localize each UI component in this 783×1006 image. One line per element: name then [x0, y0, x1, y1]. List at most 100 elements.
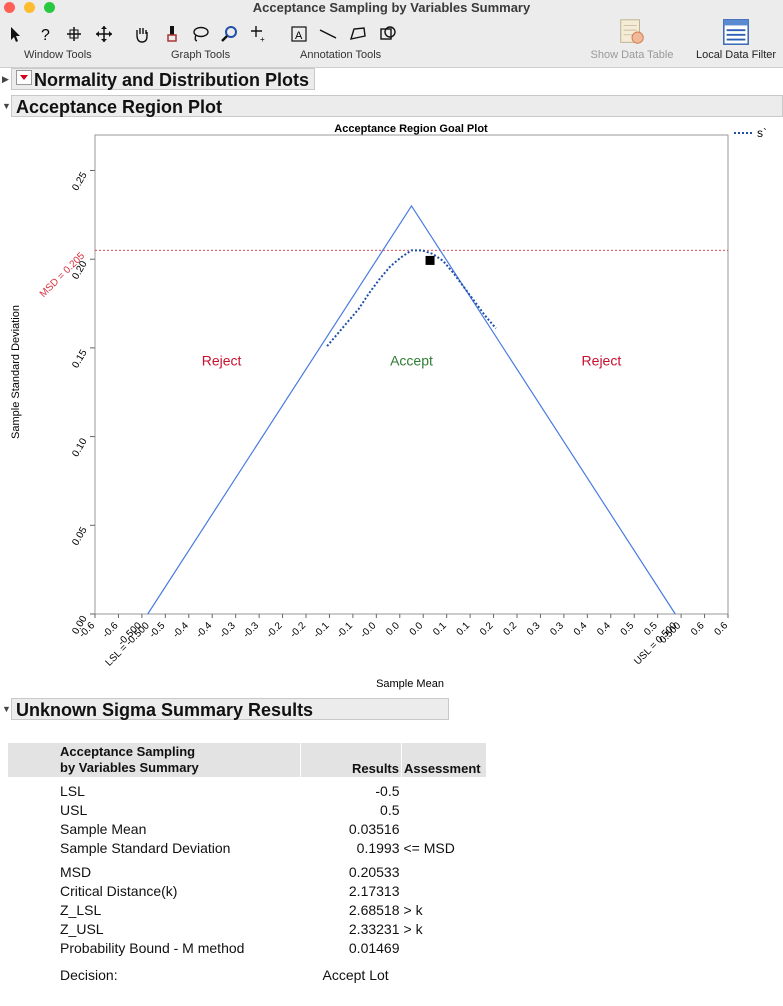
normality-section-header[interactable]: Normality and Distribution Plots	[11, 68, 315, 90]
decision-row: Decision: Accept Lot	[8, 965, 486, 984]
acceptance-region-chart: Acceptance Region Goal Plot 0.00 0.05 0.10…	[0, 120, 783, 695]
minimize-window-button[interactable]	[24, 2, 35, 13]
x-tick-label: -0.2	[288, 620, 308, 640]
x-tick-label: -0.2	[265, 620, 285, 640]
line-tool-icon[interactable]	[317, 23, 339, 45]
local-data-filter-button[interactable]: Local Data Filter	[690, 17, 782, 61]
help-tool-icon[interactable]: ?	[35, 23, 57, 45]
selection-tool-icon[interactable]	[63, 23, 85, 45]
annotate-text-icon[interactable]: A	[288, 23, 310, 45]
toolbar: ? + A Window Tools Graph Tools Annotatio…	[0, 15, 783, 68]
x-tick-label: -0.3	[218, 620, 238, 640]
row-label: MSD	[60, 863, 92, 880]
normality-section-title: Normality and Distribution Plots	[34, 70, 310, 90]
x-tick-label: 0.6	[689, 620, 707, 638]
row-label: Sample Mean	[60, 820, 147, 837]
red-triangle-menu-icon[interactable]	[16, 70, 32, 85]
chart-svg: Acceptance Region Goal Plot 0.000.050.10…	[10, 123, 767, 690]
show-data-table-button[interactable]: Show Data Table	[586, 17, 678, 61]
x-tick-label: -0.1	[335, 620, 355, 640]
x-tick-label: -0.4	[194, 620, 214, 640]
row-label: LSL	[60, 782, 85, 799]
grabber-hand-icon[interactable]	[131, 23, 153, 45]
y-tick-label: 0.15	[70, 348, 89, 371]
graph-tools-label: Graph Tools	[171, 49, 231, 61]
x-tick-label: 0.5	[619, 620, 637, 638]
table-row: Probability Bound - M method 0.01469	[8, 938, 486, 957]
y-axis-title: Sample Standard Deviation	[10, 305, 22, 439]
row-value: 0.03516	[348, 820, 400, 837]
x-tick-label: 0.2	[502, 620, 520, 638]
x-tick-label: 0.2	[478, 620, 496, 638]
table-row: Z_LSL 2.68518 > k	[8, 900, 486, 919]
row-value: 2.17313	[348, 882, 400, 899]
sample-point	[425, 255, 435, 265]
zoom-window-button[interactable]	[44, 2, 55, 13]
row-value: 0.5	[380, 801, 400, 818]
decision-value: Accept Lot	[322, 966, 389, 983]
row-label: Z_USL	[60, 920, 104, 937]
x-tick-label: -0.3	[241, 620, 261, 640]
x-tick-label: -0.6	[101, 620, 121, 640]
row-assessment	[402, 800, 487, 819]
data-filter-icon	[723, 19, 749, 45]
x-tick-label: 0.6	[713, 620, 731, 638]
plot-frame	[94, 134, 729, 615]
local-data-filter-label: Local Data Filter	[695, 49, 777, 61]
x-tick-label: -0.0	[358, 620, 378, 640]
crosshair-tool-icon[interactable]: +	[248, 23, 270, 45]
polygon-tool-icon[interactable]	[347, 23, 369, 45]
x-tick-label: 0.0	[384, 620, 402, 638]
chart-title: Acceptance Region Goal Plot	[334, 123, 488, 135]
region-label-accept: Accept	[390, 353, 433, 369]
row-assessment	[402, 781, 487, 800]
window-titlebar: Acceptance Sampling by Variables Summary	[0, 0, 783, 15]
x-tick-label: -0.1	[312, 620, 332, 640]
row-assessment	[402, 938, 487, 957]
x-axis-title: Sample Mean	[376, 678, 444, 690]
table-row: USL 0.5	[8, 800, 486, 819]
header-line-2: by Variables Summary	[60, 760, 199, 775]
arrow-tool-icon[interactable]	[5, 23, 27, 45]
results-table: Acceptance Sampling by Variables Summary…	[8, 743, 486, 984]
collapsed-triangle-icon[interactable]: ▶	[2, 74, 9, 84]
table-row: Z_USL 2.33231 > k	[8, 919, 486, 938]
row-label: USL	[60, 801, 88, 818]
x-tick-label: 0.0	[408, 620, 426, 638]
header-line-1: Acceptance Sampling	[60, 744, 196, 759]
row-assessment: <= MSD	[403, 839, 455, 856]
summary-section-title: Unknown Sigma Summary Results	[16, 700, 314, 720]
y-tick-label: 0.25	[70, 170, 89, 193]
close-window-button[interactable]	[4, 2, 15, 13]
table-row: LSL -0.5	[8, 781, 486, 800]
legend-label: s`	[757, 126, 767, 140]
expanded-triangle-icon[interactable]: ▼	[2, 704, 11, 714]
expanded-triangle-icon[interactable]: ▼	[2, 101, 11, 111]
x-tick-label: -0.5	[147, 620, 167, 640]
x-tick-label: 0.3	[525, 620, 543, 638]
x-tick-label: 0.1	[455, 620, 473, 638]
table-row: MSD 0.20533	[8, 862, 486, 881]
results-table-header: Acceptance Sampling by Variables Summary…	[8, 743, 486, 777]
annotation-tools-label: Annotation Tools	[300, 49, 382, 61]
row-label: Critical Distance(k)	[60, 882, 178, 899]
x-tick-label: -0.4	[171, 620, 191, 640]
acceptance-region-section-header[interactable]: Acceptance Region Plot	[11, 95, 783, 117]
row-assessment	[402, 819, 487, 838]
region-label-reject: Reject	[582, 353, 622, 369]
results-table-title: Acceptance Sampling by Variables Summary	[8, 743, 301, 777]
row-value: 2.68518	[348, 901, 400, 918]
window-title: Acceptance Sampling by Variables Summary	[252, 0, 531, 15]
brush-tool-icon[interactable]	[161, 23, 183, 45]
simple-shape-tool-icon[interactable]	[377, 23, 399, 45]
move-tool-icon[interactable]	[93, 23, 115, 45]
decision-label: Decision:	[60, 966, 118, 983]
assessment-column-header: Assessment	[401, 743, 486, 777]
magnifier-tool-icon[interactable]	[219, 23, 241, 45]
summary-section-header[interactable]: Unknown Sigma Summary Results	[11, 698, 449, 720]
row-value: 0.1993	[356, 839, 400, 856]
lasso-tool-icon[interactable]	[189, 23, 211, 45]
x-tick-label: 0.1	[431, 620, 449, 638]
row-value: 0.01469	[348, 939, 400, 956]
s-curve-series	[326, 249, 497, 347]
